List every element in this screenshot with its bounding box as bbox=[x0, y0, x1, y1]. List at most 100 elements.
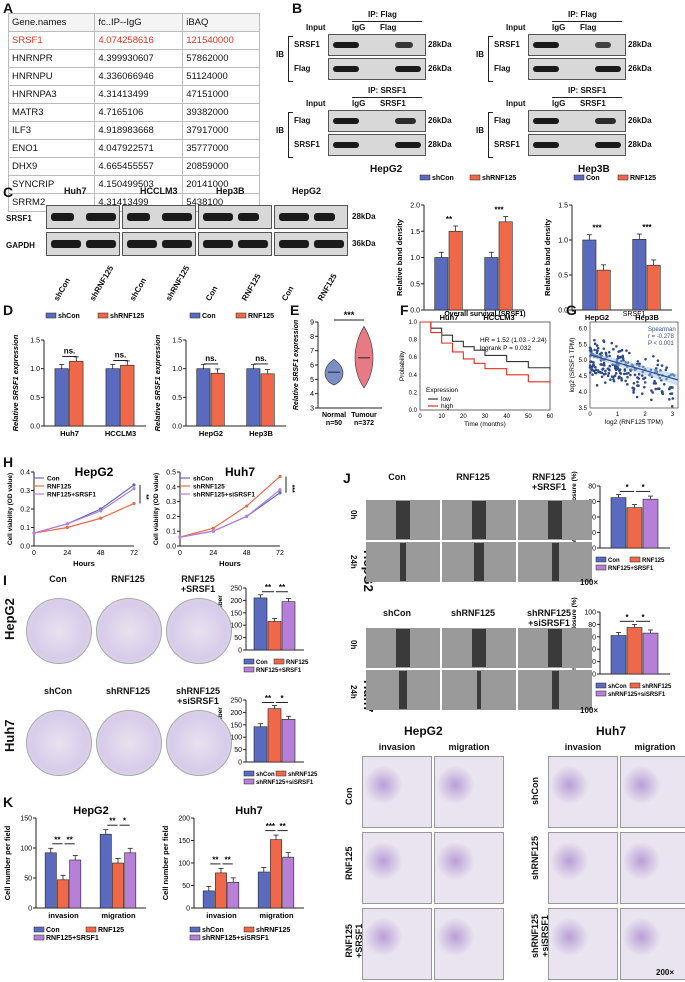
row-label: shCon bbox=[530, 777, 540, 805]
bar bbox=[99, 833, 112, 909]
series-point bbox=[211, 529, 215, 533]
scatter-point bbox=[671, 397, 675, 400]
table-header-row: Gene.names fc..IP--IgG iBAQ bbox=[7, 13, 260, 32]
table-cell: HNRNPA3 bbox=[7, 85, 96, 104]
legend-label: shRNF125+siSRSF1 bbox=[608, 692, 666, 698]
y-tick-label: 50 bbox=[182, 883, 190, 890]
scatter-point bbox=[603, 381, 607, 384]
y-axis-label: Relative band density bbox=[543, 218, 552, 296]
scatter-point bbox=[616, 366, 620, 370]
scatter-point bbox=[599, 359, 603, 362]
wound-gap bbox=[548, 629, 562, 667]
panel-label-g: G bbox=[566, 302, 577, 318]
magnification-label: 100× bbox=[580, 706, 599, 715]
kda-label: 28kDa bbox=[428, 40, 452, 49]
wound-gap bbox=[472, 629, 486, 667]
scatter-point bbox=[621, 354, 625, 358]
col-label: RNF125 bbox=[456, 472, 490, 482]
scatter-point bbox=[589, 365, 592, 369]
cell-line-label: HepG2 bbox=[292, 186, 322, 196]
row-label: GAPDH bbox=[6, 241, 35, 250]
y-axis-label: Relative band density bbox=[395, 218, 404, 296]
bar bbox=[582, 239, 597, 311]
legend-label: shCon bbox=[256, 772, 275, 778]
sig-mark: * bbox=[280, 694, 284, 703]
scatter-point bbox=[602, 363, 605, 367]
blot-band bbox=[533, 142, 559, 148]
scatter-point bbox=[630, 363, 634, 366]
kda-label: 26kDa bbox=[628, 64, 652, 73]
scatter-point bbox=[655, 370, 659, 374]
scatter-point bbox=[653, 379, 656, 383]
legend-label: Con bbox=[256, 660, 268, 666]
scatter-point bbox=[588, 346, 592, 350]
scatter-point bbox=[637, 377, 641, 380]
ib-bracket bbox=[288, 112, 293, 158]
x-tick-label: 10 bbox=[438, 414, 445, 420]
scatter-point bbox=[616, 355, 620, 358]
scatter-point bbox=[617, 361, 621, 365]
scatter-point bbox=[656, 387, 660, 390]
scatter-point bbox=[593, 355, 597, 358]
scatter-point bbox=[600, 375, 604, 379]
x-tick-label: Normal bbox=[322, 412, 346, 419]
legend-swatch bbox=[595, 690, 607, 697]
time-label: 0h bbox=[349, 510, 358, 520]
cell-label-hep3b: Hep3B bbox=[578, 164, 610, 175]
scatter-point bbox=[615, 360, 619, 363]
y-tick-label: 80 bbox=[588, 484, 596, 491]
series-point bbox=[99, 516, 103, 520]
scatter-point bbox=[628, 351, 631, 355]
y-tick-label: 250 bbox=[230, 698, 242, 705]
series-point bbox=[32, 531, 36, 535]
legend-label: shCon bbox=[432, 175, 454, 182]
lane-label: Con bbox=[280, 284, 296, 303]
y-tick-label: 3.5 bbox=[579, 406, 588, 412]
y-tick-label: 0.5 bbox=[30, 395, 40, 402]
y-tick-label: 2.0 bbox=[410, 203, 420, 210]
table-row: ENO1 4.047922571 35777000 bbox=[7, 139, 260, 158]
table-row: MATR3 4.7165106 39382000 bbox=[7, 103, 260, 122]
y-tick-label: 0 bbox=[592, 546, 596, 553]
blot-strip bbox=[274, 232, 348, 256]
x-tick-label: 24 bbox=[209, 550, 217, 557]
scatter-point bbox=[637, 372, 641, 376]
ib-bracket bbox=[488, 36, 493, 82]
scatter-point bbox=[598, 352, 602, 356]
legend-label: RNF125+SRSF1 bbox=[256, 668, 302, 674]
bar bbox=[596, 269, 611, 311]
y-tick-label: 0.4 bbox=[20, 470, 30, 477]
legend-swatch bbox=[595, 556, 607, 563]
scatter-point bbox=[608, 364, 612, 368]
bar bbox=[484, 257, 499, 311]
series-point bbox=[278, 474, 282, 479]
ib-label: IB bbox=[276, 126, 284, 135]
legend-swatch bbox=[243, 658, 255, 665]
lane-label: SRSF1 bbox=[380, 99, 406, 108]
legend-label: RNF125 bbox=[286, 660, 309, 666]
scatter-point bbox=[612, 347, 615, 351]
scatter-point bbox=[620, 348, 624, 352]
transwell-title-hepg2: HepG2 bbox=[404, 724, 443, 738]
bar bbox=[257, 871, 270, 909]
scatter-point bbox=[592, 369, 596, 373]
y-tick-label: 0.5 bbox=[410, 281, 420, 288]
sig-mark: ns. bbox=[255, 354, 267, 363]
scatter-point bbox=[617, 369, 621, 372]
km-curve-low bbox=[420, 321, 551, 370]
cell-line-label: HCCLM3 bbox=[140, 186, 178, 196]
corr-annotation: r = -0.278 bbox=[648, 334, 675, 340]
legend-label: shCon bbox=[608, 684, 627, 690]
x-tick-label-n: n=372 bbox=[354, 420, 374, 427]
bar bbox=[54, 368, 69, 427]
series-point bbox=[211, 529, 215, 533]
scatter-point bbox=[591, 363, 595, 367]
blot-strip bbox=[328, 34, 426, 56]
scatter-point bbox=[672, 374, 676, 377]
wound-image bbox=[518, 670, 592, 710]
legend-label: shCon bbox=[202, 927, 224, 934]
table-cell: 20859000 bbox=[182, 157, 260, 176]
scatter-point bbox=[595, 351, 599, 355]
